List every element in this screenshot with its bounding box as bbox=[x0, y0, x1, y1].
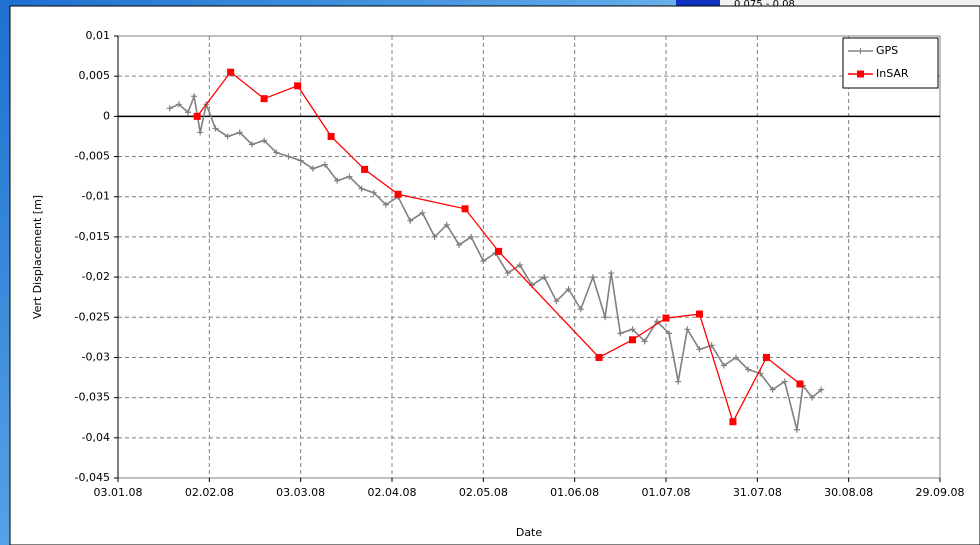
insar-marker bbox=[462, 205, 469, 212]
insar-marker bbox=[194, 113, 201, 120]
insar-marker bbox=[763, 354, 770, 361]
x-tick-label: 01.07.08 bbox=[642, 486, 691, 499]
y-tick-label: -0,045 bbox=[75, 471, 110, 484]
y-tick-label: -0,03 bbox=[82, 350, 110, 363]
x-tick-label: 02.02.08 bbox=[185, 486, 234, 499]
plot-area bbox=[118, 36, 940, 478]
y-tick-label: -0,04 bbox=[82, 431, 110, 444]
y-tick-label: 0,005 bbox=[79, 69, 111, 82]
insar-marker bbox=[495, 248, 502, 255]
x-tick-label: 29.09.08 bbox=[916, 486, 965, 499]
page: {"background_legend_label": "0,075 - 0,0… bbox=[0, 0, 980, 545]
insar-marker bbox=[696, 311, 703, 318]
x-tick-label: 02.05.08 bbox=[459, 486, 508, 499]
x-tick-label: 30.08.08 bbox=[824, 486, 873, 499]
insar-marker bbox=[227, 69, 234, 76]
insar-marker bbox=[663, 315, 670, 322]
y-tick-label: 0 bbox=[103, 109, 110, 122]
x-tick-label: 03.03.08 bbox=[276, 486, 325, 499]
insar-marker bbox=[629, 336, 636, 343]
y-tick-label: -0,025 bbox=[75, 310, 110, 323]
insar-marker bbox=[796, 380, 803, 387]
x-tick-label: 02.04.08 bbox=[368, 486, 417, 499]
insar-marker bbox=[294, 82, 301, 89]
y-axis-label: Vert Displacement [m] bbox=[31, 195, 44, 319]
x-tick-label: 01.06.08 bbox=[550, 486, 599, 499]
legend-label: GPS bbox=[876, 44, 898, 57]
y-tick-label: -0,035 bbox=[75, 391, 110, 404]
legend-label: InSAR bbox=[876, 67, 909, 80]
insar-marker bbox=[328, 133, 335, 140]
insar-marker bbox=[596, 354, 603, 361]
chart: 0,075 - 0,08 Vert Displacement [m] Date … bbox=[0, 0, 980, 545]
insar-marker bbox=[261, 95, 268, 102]
y-tick-label: -0,015 bbox=[75, 230, 110, 243]
y-tick-label: -0,01 bbox=[82, 190, 110, 203]
y-tick-label: -0,02 bbox=[82, 270, 110, 283]
x-tick-label: 31.07.08 bbox=[733, 486, 782, 499]
y-tick-label: -0,005 bbox=[75, 150, 110, 163]
insar-marker bbox=[395, 191, 402, 198]
x-axis-label: Date bbox=[516, 526, 543, 539]
y-tick-label: 0,01 bbox=[86, 29, 111, 42]
insar-marker bbox=[729, 418, 736, 425]
insar-marker bbox=[361, 166, 368, 173]
legend-marker bbox=[857, 71, 864, 78]
x-tick-label: 03.01.08 bbox=[94, 486, 143, 499]
